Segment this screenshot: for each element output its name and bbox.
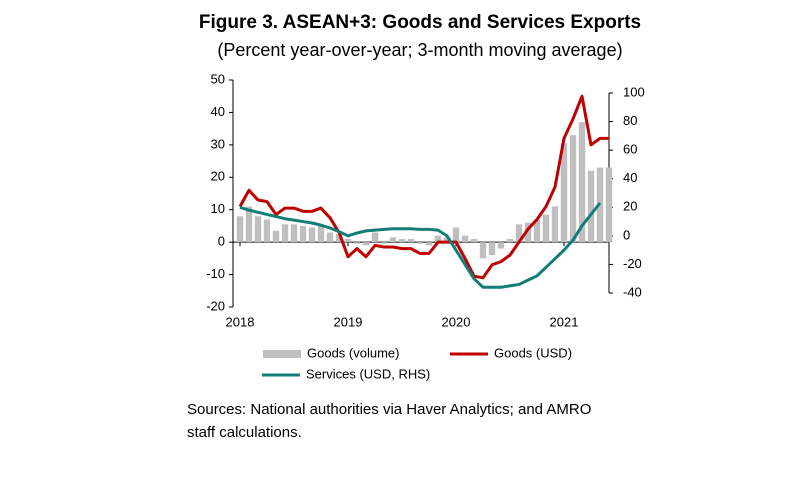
- chart-subtitle: (Percent year-over-year; 3-month moving …: [217, 40, 622, 60]
- bar: [353, 242, 361, 244]
- y-tick-label: 30: [211, 136, 225, 151]
- legend-swatch: [263, 350, 301, 358]
- y-tick-label: 10: [211, 201, 225, 216]
- y-tick-label: 40: [211, 104, 225, 119]
- y-tick-label: -20: [206, 298, 225, 313]
- bar: [542, 214, 550, 243]
- bar: [407, 238, 415, 243]
- y2-tick-label: 0: [623, 227, 630, 242]
- y-tick-label: -10: [206, 266, 225, 281]
- source: Sources: National authorities via Haver …: [187, 401, 591, 418]
- bar: [569, 135, 577, 243]
- y2-tick-label: -20: [623, 256, 642, 271]
- y-tick-label: 0: [218, 234, 225, 249]
- y2-tick-label: 100: [623, 84, 645, 99]
- bar: [560, 143, 568, 243]
- bar: [470, 238, 478, 243]
- line: [239, 202, 602, 289]
- bar: [344, 238, 352, 243]
- bar: [443, 237, 451, 243]
- bar: [362, 242, 370, 246]
- y2-tick-label: 40: [623, 170, 637, 185]
- bar: [425, 242, 433, 246]
- y-tick-label: 50: [211, 71, 225, 86]
- bar: [605, 167, 613, 243]
- line: [238, 94, 609, 280]
- bar: [308, 227, 316, 243]
- bar: [326, 232, 334, 243]
- bar: [416, 242, 424, 244]
- bar: [461, 235, 469, 243]
- bar: [488, 242, 496, 256]
- bar: [524, 222, 532, 243]
- y2-tick-label: 60: [623, 142, 637, 157]
- bar: [515, 224, 523, 243]
- x-tick-label: 2021: [550, 314, 579, 329]
- y2-tick-label: 80: [623, 113, 637, 128]
- bar: [398, 238, 406, 243]
- chart-title: Figure 3. ASEAN+3: Goods and Services Ex…: [199, 12, 641, 33]
- bar: [497, 242, 505, 249]
- legend-label: Goods (USD): [494, 345, 572, 360]
- bar: [263, 219, 271, 243]
- bar: [452, 227, 460, 243]
- y2-tick-label: -40: [623, 284, 642, 299]
- bar: [281, 224, 289, 243]
- bar: [389, 237, 397, 243]
- bar: [533, 219, 541, 243]
- bar: [299, 225, 307, 243]
- x-tick-label: 2019: [334, 314, 363, 329]
- legend-label: Services (USD, RHS): [306, 366, 430, 381]
- x-tick-label: 2020: [442, 314, 471, 329]
- bar: [506, 238, 514, 243]
- bar: [335, 234, 343, 243]
- bar: [587, 170, 595, 243]
- bar: [551, 206, 559, 243]
- legend-label: Goods (volume): [307, 345, 399, 360]
- y-tick-label: 20: [211, 169, 225, 184]
- bar: [479, 242, 487, 259]
- x-tick-label: 2018: [226, 314, 255, 329]
- bar: [578, 122, 586, 243]
- bar: [236, 216, 244, 243]
- bar: [290, 224, 298, 243]
- bar: [371, 232, 379, 243]
- bar: [254, 216, 262, 243]
- bar: [317, 225, 325, 243]
- bar: [245, 206, 253, 243]
- bar: [434, 235, 442, 243]
- source: staff calculations.: [187, 424, 302, 441]
- bar: [380, 242, 388, 244]
- y2-tick-label: 20: [623, 199, 637, 214]
- bar: [272, 230, 280, 243]
